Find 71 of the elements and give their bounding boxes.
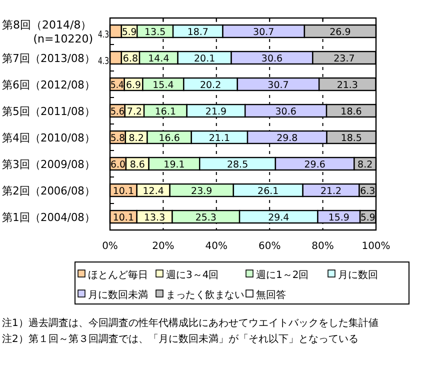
legend-label: 週に1～2回 <box>256 270 309 281</box>
data-label: 23.7 <box>334 53 355 64</box>
y-tick-label: 第8回（2014/8） (n=10220) <box>2 18 93 46</box>
data-label: 30.7 <box>253 26 274 38</box>
data-label: 13.3 <box>144 212 166 224</box>
data-label: 16.1 <box>154 106 176 118</box>
legend-label: 週に3～4回 <box>166 270 219 281</box>
x-tick-label: 60% <box>258 241 281 252</box>
data-label: 21.3 <box>336 80 358 91</box>
y-tick-label: 第1回（2004/08） <box>2 210 99 224</box>
data-label: 14.4 <box>148 53 170 64</box>
data-label: 13.5 <box>144 26 166 38</box>
text: 注2）第１回～第３回調査では、「月に数回未満」が「それ以下」となっている <box>2 333 358 345</box>
x-tick-label: 80% <box>312 241 334 252</box>
data-label: 21.2 <box>320 186 342 197</box>
data-label: 25.3 <box>195 212 216 224</box>
data-label: 28.5 <box>226 159 248 170</box>
data-label: 15.9 <box>328 212 350 224</box>
data-label: 7.2 <box>126 106 142 118</box>
data-label: 21.9 <box>205 106 227 118</box>
data-label: 29.6 <box>304 159 326 170</box>
y-tick-label: 第4回（2010/08） <box>2 131 99 144</box>
legend-label: 無回答 <box>256 289 286 301</box>
data-label: 6.0 <box>110 159 126 170</box>
legend-label: 月に数回未満 <box>88 289 148 301</box>
data-label: 21.1 <box>208 132 230 144</box>
y-tick-label: 第6回（2012/08） <box>2 78 99 92</box>
y-tick-label: 第2回（2006/08） <box>2 184 99 198</box>
data-label: 6.9 <box>126 80 142 91</box>
data-label: 18.6 <box>340 106 362 118</box>
data-label: 5.4 <box>110 80 126 91</box>
data-label: 23.9 <box>191 186 212 197</box>
data-label: 30.7 <box>268 80 289 91</box>
data-label: 5.9 <box>122 26 138 38</box>
x-tick-label: 100% <box>362 241 390 252</box>
data-label: 29.4 <box>268 212 290 224</box>
data-label: 12.4 <box>142 186 164 197</box>
data-label: 20.2 <box>200 80 222 91</box>
data-label: 30.6 <box>275 106 296 118</box>
x-tick-label: 20% <box>152 241 174 252</box>
data-label: 10.1 <box>112 212 134 224</box>
data-label: 10.1 <box>112 186 134 197</box>
data-label: 8.2 <box>358 159 373 170</box>
data-label: 4.3 <box>98 56 114 67</box>
data-label: 8.2 <box>128 132 144 144</box>
data-label: 15.4 <box>152 80 174 91</box>
data-label: 18.7 <box>187 26 208 38</box>
x-tick-label: 40% <box>205 241 228 252</box>
data-label: 16.6 <box>158 132 180 144</box>
y-tick-label: 第3回（2009/08） <box>2 158 99 171</box>
x-tick-label: 0% <box>102 241 118 252</box>
y-tick-label: 第7回（2013/08） <box>2 52 99 65</box>
legend-label: ほとんど毎日 <box>88 269 148 281</box>
data-label: 6.8 <box>122 53 138 64</box>
text: 注1）過去調査は、今回調査の性年代構成比にあわせてウエイトバックをした集計値 <box>2 317 378 329</box>
data-label: 19.1 <box>164 159 185 170</box>
data-label: 29.8 <box>276 132 298 144</box>
data-label: 5.8 <box>110 132 126 144</box>
data-label: 5.9 <box>360 212 376 224</box>
data-label: 8.6 <box>130 159 145 170</box>
legend-label: 月に数回 <box>338 270 378 281</box>
data-label: 4.3 <box>98 29 114 40</box>
data-label: 20.1 <box>194 53 216 64</box>
y-tick-label: 第5回（2011/08） <box>2 104 99 118</box>
data-label: 6.3 <box>360 186 376 197</box>
data-label: 18.5 <box>340 132 362 144</box>
data-label: 5.6 <box>110 106 126 118</box>
legend-label: まったく飲まない <box>166 290 246 301</box>
data-label: 30.6 <box>261 53 283 64</box>
data-label: 26.9 <box>330 26 351 38</box>
data-label: 26.1 <box>258 186 279 197</box>
